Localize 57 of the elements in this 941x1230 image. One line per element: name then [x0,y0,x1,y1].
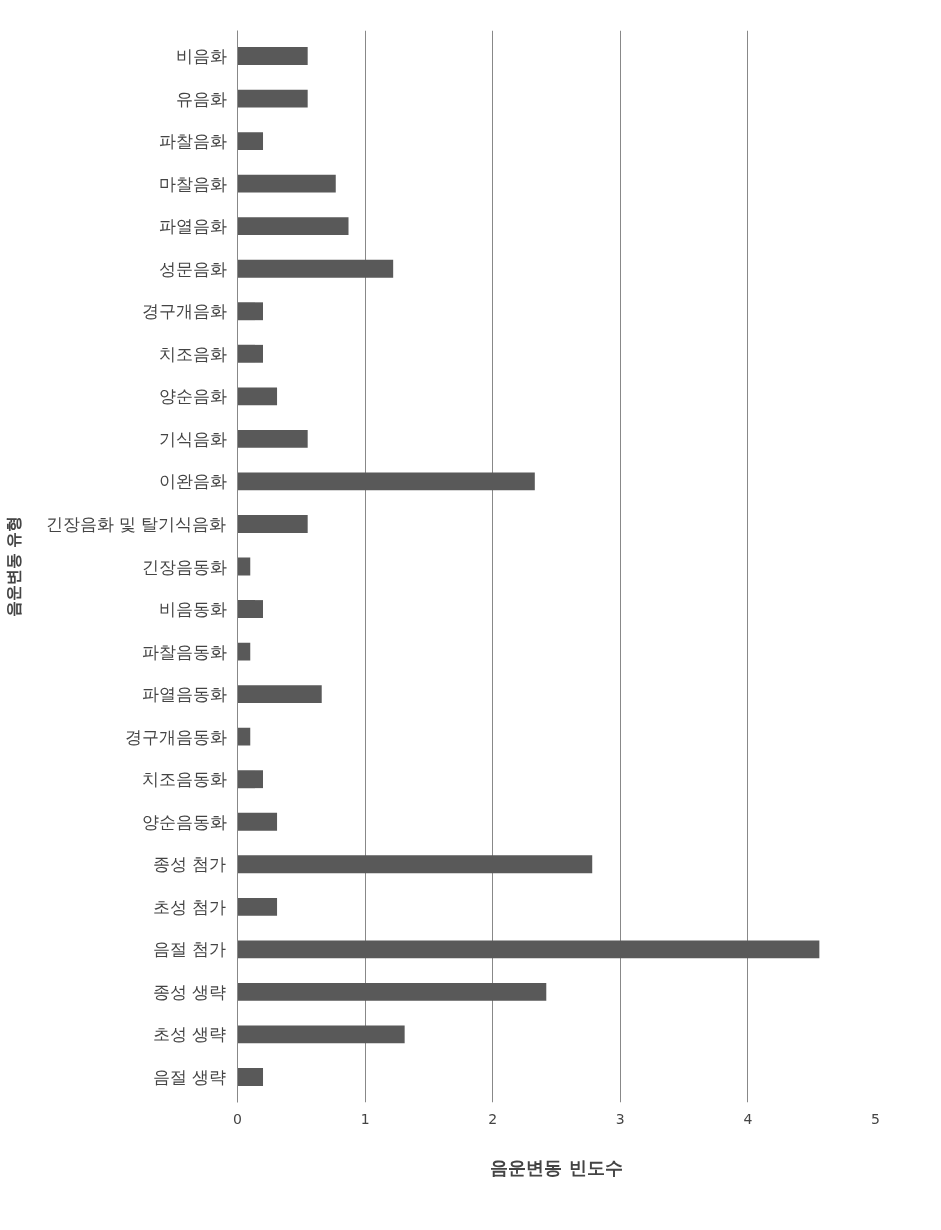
bar [237,174,336,193]
x-tick-label: 3 [615,1110,625,1127]
bar [237,600,264,618]
bar [237,940,820,959]
bar [237,642,251,661]
y-tick-label: 초성 생략 [153,1024,227,1045]
bar [237,1068,264,1086]
y-tick-label: 종성 생략 [153,981,227,1002]
bar [237,89,308,108]
x-tick-label: 0 [233,1110,242,1127]
y-tick-label: 음절 첨가 [153,939,227,960]
y-tick-label: 경구개음화 [141,301,227,322]
y-tick-label: 음절 생략 [153,1066,227,1087]
bar [237,429,308,448]
y-tick-label: 비음화 [175,46,227,67]
bar [237,302,264,321]
bar [237,812,278,831]
bar [237,47,308,65]
bar [237,515,308,533]
bar [237,685,322,704]
y-tick-label: 양순음동화 [141,811,227,832]
bar [237,855,593,874]
x-tick-label: 5 [871,1110,880,1127]
bar [237,897,278,916]
y-tick-label: 종성 첨가 [153,854,227,875]
bar [237,472,535,491]
bar [237,344,264,363]
bar [237,727,251,746]
bar [237,217,349,236]
y-tick-label: 긴장음화 및 탈기식음화 [45,513,227,534]
y-tick-label: 기식음화 [158,428,227,449]
y-tick-label: 성문음화 [158,258,227,279]
x-tick-label: 4 [743,1110,753,1127]
y-tick-label: 파열음동화 [141,684,227,705]
x-tick-label: 1 [360,1110,370,1127]
y-tick-label: 이완음화 [158,471,227,492]
y-tick-label: 치조음동화 [141,769,227,790]
y-tick-label: 치조음화 [158,343,227,364]
x-tick-label: 2 [488,1110,498,1127]
bar [237,770,264,789]
y-tick-label: 긴장음동화 [141,556,227,577]
y-tick-label: 양순음화 [158,386,227,407]
y-tick-label: 파찰음동화 [141,641,227,662]
bar [237,387,278,406]
bar [237,982,547,1001]
x-axis-title: 음운변동 빈도수 [490,1156,623,1178]
y-tick-label: 파열음화 [158,216,227,237]
y-axis-title: 음운변동 유형 [3,515,23,618]
y-tick-label: 파찰음화 [158,131,227,152]
bar [237,132,264,151]
y-tick-label: 비음동화 [158,599,227,620]
bar [237,1025,405,1044]
y-tick-label: 유음화 [175,88,227,109]
y-tick-label: 마찰음화 [158,173,227,194]
bar [237,259,394,278]
y-tick-label: 경구개음동화 [124,726,227,747]
y-tick-label: 초성 첨가 [153,896,227,917]
